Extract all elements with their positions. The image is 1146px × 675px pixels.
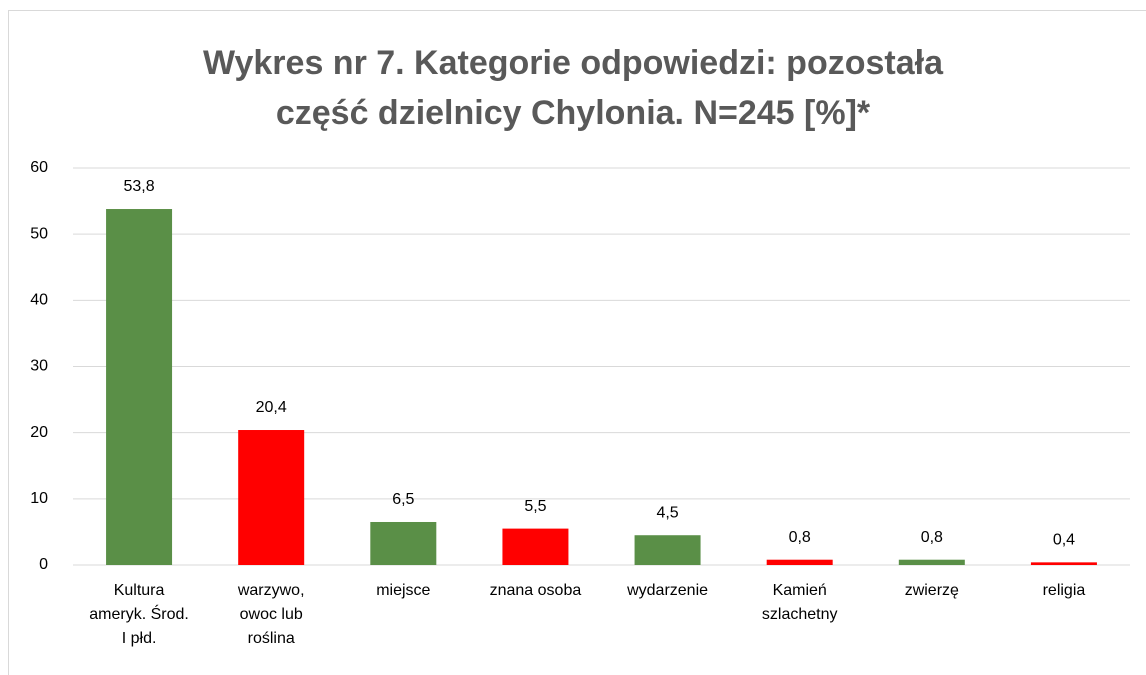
- bar: [370, 521, 437, 565]
- value-label: 0,8: [789, 529, 811, 546]
- y-tick-label: 20: [30, 424, 48, 441]
- chart-frame: [8, 10, 1146, 675]
- x-tick-label: Kultura ameryk. Środ. I płd.: [89, 582, 189, 647]
- bar: [898, 559, 965, 565]
- value-label: 0,8: [921, 529, 943, 546]
- value-label: 0,4: [1053, 532, 1075, 549]
- bar: [766, 559, 833, 565]
- y-tick-label: 10: [30, 490, 48, 507]
- x-tick-label: warzywo, owoc lub roślina: [237, 582, 305, 647]
- x-tick-label: zwierzę: [904, 582, 959, 599]
- value-label: 4,5: [656, 504, 678, 521]
- value-label: 53,8: [123, 178, 154, 195]
- y-tick-label: 50: [30, 225, 48, 242]
- bar: [106, 209, 173, 566]
- bar: [238, 430, 305, 565]
- x-tick-label: wydarzenie: [627, 582, 709, 599]
- value-label: 6,5: [392, 491, 414, 508]
- chart-title: Wykres nr 7. Kategorie odpowiedzi: pozos…: [203, 44, 943, 132]
- x-tick-label: religia: [1042, 582, 1086, 599]
- value-label: 20,4: [256, 399, 287, 416]
- y-tick-label: 60: [30, 159, 48, 176]
- x-tick-label: znana osoba: [489, 582, 582, 599]
- x-tick-label: Kamień szlachetny: [761, 582, 838, 623]
- value-label: 5,5: [524, 498, 546, 515]
- y-tick-label: 40: [30, 292, 48, 309]
- bar: [634, 535, 701, 565]
- x-tick-label: miejsce: [376, 582, 431, 599]
- bar: [1030, 562, 1097, 565]
- y-tick-label: 0: [39, 556, 48, 573]
- y-tick-label: 30: [30, 358, 48, 375]
- bar: [502, 528, 569, 565]
